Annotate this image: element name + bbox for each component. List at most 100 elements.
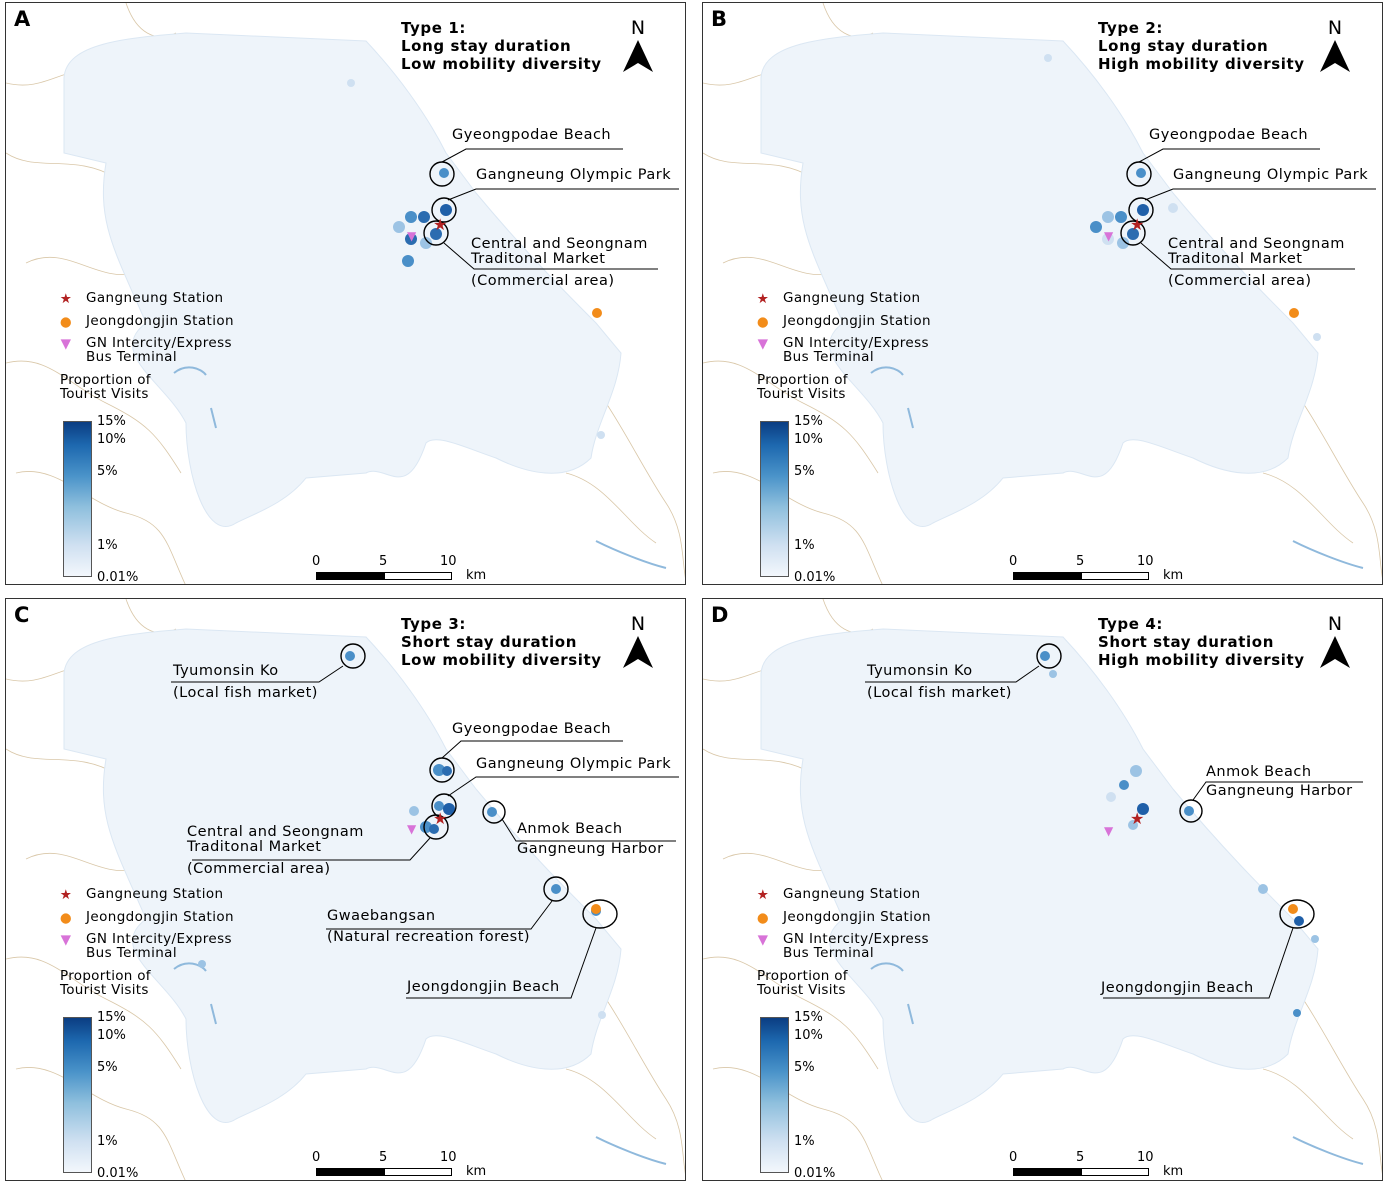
legend-station: Gangneung Station	[783, 886, 921, 902]
scale-tick: 5	[379, 1150, 388, 1165]
type-title: Type 4:	[1098, 615, 1163, 633]
scale-unit: km	[466, 568, 487, 583]
legend-bus-2: Bus Terminal	[86, 349, 177, 365]
hex-cluster	[198, 651, 606, 1019]
cbar-tick: 0.01%	[794, 1166, 836, 1181]
station-star-icon: ★	[433, 215, 447, 234]
colorbar	[63, 1017, 92, 1173]
colorbar	[760, 421, 789, 577]
map-panel-d: ★ ▼ D Type 4: Short stay duration High m…	[702, 598, 1383, 1181]
map-canvas: ★ ▼	[703, 3, 1382, 584]
north-label: N	[630, 17, 646, 39]
scale-black	[316, 1168, 385, 1176]
legend-jeongdongjin: Jeongdongjin Station	[783, 909, 931, 925]
type-title-box: Type 2: Long stay duration High mobility…	[1098, 19, 1305, 73]
hex-cluster	[347, 79, 605, 439]
cbar-tick: 1%	[794, 538, 815, 553]
map-panel-a: ★ ▼ A Type 1: Long stay duration Low mob…	[5, 2, 686, 585]
colorbar-title: Proportion of Tourist Visits	[757, 373, 848, 401]
scale-tick: 10	[440, 554, 457, 569]
map-panel-b: ★ ▼ B Type 2: Long stay duration High mo…	[702, 2, 1383, 585]
cbar-tick: 15%	[97, 414, 126, 429]
cbar-tick: 15%	[794, 414, 823, 429]
scale-tick: 0	[312, 554, 321, 569]
panel-letter: A	[14, 7, 31, 31]
type-title-box: Type 4: Short stay duration High mobilit…	[1098, 615, 1305, 669]
type-title-box: Type 3: Short stay duration Low mobility…	[401, 615, 602, 669]
orange-dot-icon: ●	[756, 314, 770, 330]
pink-triangle-icon: ▼	[60, 932, 72, 948]
label-commercial-area: (Commercial area)	[187, 861, 331, 877]
north-arrow-icon: N	[621, 19, 655, 78]
scale-unit: km	[1163, 1164, 1184, 1179]
station-star-icon: ★	[1130, 215, 1144, 234]
mobility-diversity: High mobility diversity	[1098, 651, 1305, 669]
callout-circles	[1036, 643, 1315, 929]
colorbar-title-1: Proportion of	[60, 968, 151, 984]
leader-lines	[171, 665, 679, 999]
legend-jeongdongjin: Jeongdongjin Station	[86, 909, 234, 925]
red-star-icon: ★	[756, 887, 770, 903]
cbar-tick: 5%	[794, 1060, 815, 1075]
scale-black	[1013, 572, 1082, 580]
label-jeongdongjin-beach: Jeongdongjin Beach	[1101, 980, 1254, 996]
label-tyumonsin: Tyumonsin Ko	[173, 663, 279, 679]
panel-letter: D	[711, 603, 729, 627]
map-canvas: ★ ▼	[6, 599, 685, 1180]
scale-black	[316, 572, 385, 580]
label-central-market-2: Traditonal Market	[1168, 251, 1303, 267]
water	[870, 366, 1364, 569]
hex-cluster	[1040, 651, 1319, 1017]
colorbar-title-2: Tourist Visits	[757, 386, 846, 402]
pink-triangle-icon: ▼	[757, 336, 769, 352]
legend-station: Gangneung Station	[783, 290, 921, 306]
scale-black	[1013, 1168, 1082, 1176]
cbar-tick: 15%	[794, 1010, 823, 1025]
panel-letter: C	[14, 603, 30, 627]
orange-dot-icon: ●	[756, 910, 770, 926]
north-label: N	[1327, 613, 1343, 635]
cbar-tick: 0.01%	[794, 570, 836, 585]
bus-terminal-icon: ▼	[407, 822, 417, 836]
cbar-tick: 15%	[97, 1010, 126, 1025]
label-central-market-2: Traditonal Market	[187, 839, 322, 855]
colorbar	[760, 1017, 789, 1173]
label-gyeongpodae: Gyeongpodae Beach	[452, 721, 612, 737]
label-jeongdongjin-beach: Jeongdongjin Beach	[407, 979, 560, 995]
label-central-market-1: Central and Seongnam	[1168, 236, 1345, 252]
colorbar-title-1: Proportion of	[757, 968, 848, 984]
type-title: Type 1:	[401, 19, 466, 37]
mobility-diversity: High mobility diversity	[1098, 55, 1305, 73]
north-label: N	[1327, 17, 1343, 39]
mobility-diversity: Low mobility diversity	[401, 55, 602, 73]
water	[173, 962, 667, 1165]
scale-tick: 5	[1076, 554, 1085, 569]
bus-terminal-icon: ▼	[407, 229, 417, 243]
legend-bus-1: GN Intercity/Express	[86, 931, 232, 947]
station-star-icon: ★	[433, 809, 447, 828]
colorbar-title: Proportion of Tourist Visits	[757, 969, 848, 997]
scale-tick: 0	[1009, 554, 1018, 569]
jeongdongjin-icon	[1288, 904, 1298, 914]
label-commercial-area: (Commercial area)	[1168, 273, 1312, 289]
colorbar-title: Proportion of Tourist Visits	[60, 969, 151, 997]
jeongdongjin-icon	[592, 308, 602, 318]
water	[173, 366, 667, 569]
label-tyumonsin: Tyumonsin Ko	[867, 663, 973, 679]
label-olympic-park: Gangneung Olympic Park	[1173, 167, 1369, 183]
colorbar-title-2: Tourist Visits	[60, 386, 149, 402]
red-star-icon: ★	[59, 887, 73, 903]
stay-duration: Short stay duration	[401, 633, 577, 651]
legend-bus-1: GN Intercity/Express	[86, 335, 232, 351]
station-star-icon: ★	[1130, 809, 1144, 828]
type-title: Type 2:	[1098, 19, 1163, 37]
colorbar-title-2: Tourist Visits	[60, 982, 149, 998]
type-title: Type 3:	[401, 615, 466, 633]
label-central-market-1: Central and Seongnam	[471, 236, 648, 252]
label-anmok: Anmok Beach	[1206, 764, 1312, 780]
colorbar-title-1: Proportion of	[757, 372, 848, 388]
cbar-tick: 1%	[794, 1134, 815, 1149]
cbar-tick: 5%	[794, 464, 815, 479]
cbar-tick: 5%	[97, 464, 118, 479]
legend-bus-2: Bus Terminal	[783, 945, 874, 961]
